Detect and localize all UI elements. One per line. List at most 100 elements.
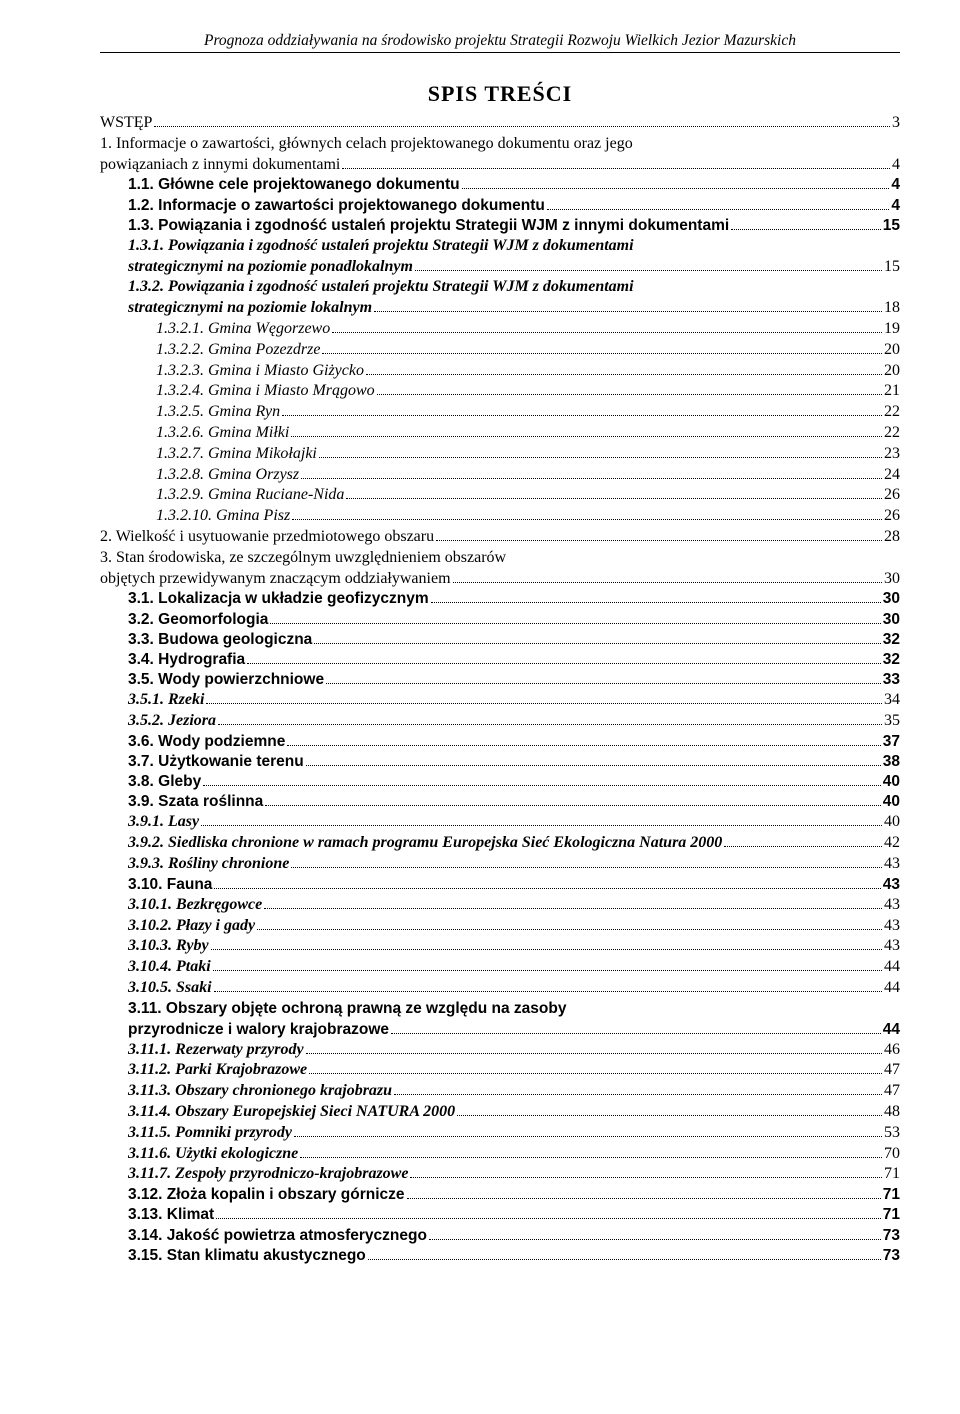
toc-label: 3.7. Użytkowanie terenu: [128, 752, 304, 772]
toc-leader: [391, 1021, 881, 1033]
toc-label: 3.10.2. Płazy i gady: [128, 916, 255, 937]
toc-entry: 3.11.3. Obszary chronionego krajobrazu47: [128, 1081, 900, 1102]
toc-label: 3.9.1. Lasy: [128, 812, 199, 833]
toc-label: 3.10.5. Ssaki: [128, 978, 212, 999]
toc-page-number: 4: [891, 175, 900, 195]
toc-label: 3.5.1. Rzeki: [128, 690, 204, 711]
toc-leader: [203, 774, 881, 786]
toc-leader: [301, 466, 882, 478]
toc-entry: 3.13. Klimat71: [128, 1205, 900, 1225]
toc-label: 1.3.2.1. Gmina Węgorzewo: [156, 319, 330, 340]
toc-entry: WSTĘP3: [100, 113, 900, 134]
toc-entry: 3.14. Jakość powietrza atmosferycznego73: [128, 1226, 900, 1246]
toc-page-number: 70: [884, 1144, 900, 1165]
toc-label: 1.3.2.5. Gmina Ryn: [156, 402, 280, 423]
toc-leader: [309, 1062, 882, 1074]
toc-leader: [291, 856, 882, 868]
toc-entry: 3.7. Użytkowanie terenu 38: [128, 752, 900, 772]
toc-page-number: 20: [884, 340, 900, 361]
toc-entry: 1.3. Powiązania i zgodność ustaleń proje…: [128, 216, 900, 236]
toc-label: 1.3.2. Powiązania i zgodność ustaleń pro…: [128, 278, 634, 295]
toc-page-number: 47: [884, 1081, 900, 1102]
toc-label: 3.4. Hydrografia: [128, 650, 245, 670]
toc-leader: [292, 508, 882, 520]
toc-leader: [214, 980, 882, 992]
toc-entry: 3. Stan środowiska, ze szczególnym uwzgl…: [100, 548, 900, 590]
toc-entry: 1.3.2.7. Gmina Mikołajki23: [156, 444, 900, 465]
toc-page-number: 47: [884, 1060, 900, 1081]
toc-page-number: 30: [883, 589, 900, 609]
toc-leader: [429, 1227, 881, 1239]
toc-page-number: 53: [884, 1123, 900, 1144]
toc-page-number: 38: [883, 752, 900, 772]
toc-page-number: 21: [884, 381, 900, 402]
toc-leader: [366, 362, 882, 374]
toc-page-number: 30: [883, 610, 900, 630]
toc-leader: [326, 672, 881, 684]
toc-entry: 3.2. Geomorfologia30: [128, 610, 900, 630]
running-header: Prognoza oddziaływania na środowisko pro…: [100, 32, 900, 53]
toc-page-number: 73: [883, 1226, 900, 1246]
toc-leader: [201, 814, 882, 826]
toc-entry: 1.3.2.10. Gmina Pisz26: [156, 506, 900, 527]
toc-leader: [407, 1187, 881, 1199]
toc-leader: [314, 631, 880, 643]
toc-leader: [206, 692, 882, 704]
toc-label: 1.3.2.4. Gmina i Miasto Mrągowo: [156, 381, 375, 402]
toc-page-number: 35: [884, 711, 900, 732]
toc-label: 3.11.5. Pomniki przyrody: [128, 1123, 292, 1144]
toc-entry: 1.3.2.5. Gmina Ryn 22: [156, 402, 900, 423]
toc-page-number: 32: [883, 630, 900, 650]
toc-leader: [415, 258, 882, 270]
toc-page-number: 22: [884, 402, 900, 423]
toc-leader: [453, 570, 882, 582]
toc-entry: 3.1. Lokalizacja w układzie geofizycznym…: [128, 589, 900, 609]
toc-entry: 3.11.1. Rezerwaty przyrody46: [128, 1040, 900, 1061]
toc-page-number: 46: [884, 1040, 900, 1061]
toc-title: SPIS TREŚCI: [100, 81, 900, 107]
toc-leader: [287, 733, 880, 745]
toc-leader: [368, 1247, 881, 1259]
toc-entry: 3.9. Szata roślinna40: [128, 792, 900, 812]
toc-leader: [213, 959, 882, 971]
toc-leader: [410, 1166, 882, 1178]
toc-entry: 3.5.1. Rzeki34: [128, 690, 900, 711]
toc-leader: [374, 300, 882, 312]
toc-entry: 3.11. Obszary objęte ochroną prawną ze w…: [128, 999, 900, 1040]
toc-label: 2. Wielkość i usytuowanie przedmiotowego…: [100, 527, 434, 548]
toc-leader: [265, 794, 881, 806]
toc-page-number: 22: [884, 423, 900, 444]
toc-label: 3.13. Klimat: [128, 1205, 214, 1225]
toc-label: 3.5. Wody powierzchniowe: [128, 670, 324, 690]
toc-label: 3.10. Fauna: [128, 875, 212, 895]
toc-leader: [731, 217, 881, 229]
document-page: Prognoza oddziaływania na środowisko pro…: [0, 0, 960, 1306]
toc-label: WSTĘP: [100, 113, 152, 134]
toc-leader: [322, 342, 882, 354]
toc-page-number: 33: [883, 670, 900, 690]
toc-label: 3.11.4. Obszary Europejskiej Sieci NATUR…: [128, 1102, 455, 1123]
toc-label: 3.9.3. Rośliny chronione: [128, 854, 289, 875]
toc-label: 1.3.2.7. Gmina Mikołajki: [156, 444, 317, 465]
toc-page-number: 71: [884, 1164, 900, 1185]
toc-page-number: 20: [884, 361, 900, 382]
toc-entry: 1.3.2. Powiązania i zgodność ustaleń pro…: [128, 277, 900, 319]
toc-page-number: 15: [884, 257, 900, 278]
toc-page-number: 4: [891, 196, 900, 216]
toc-entry: 1.2. Informacje o zawartości projektowan…: [128, 196, 900, 216]
toc-page-number: 43: [884, 936, 900, 957]
toc-leader: [724, 835, 882, 847]
toc-entry: 1.3.2.4. Gmina i Miasto Mrągowo 21: [156, 381, 900, 402]
toc-entry: 1.1. Główne cele projektowanego dokument…: [128, 175, 900, 195]
toc-leader: [282, 404, 882, 416]
toc-label: 3.10.4. Ptaki: [128, 957, 211, 978]
toc-label: 3.1. Lokalizacja w układzie geofizycznym: [128, 589, 429, 609]
toc-page-number: 40: [883, 772, 900, 792]
toc-page-number: 44: [884, 957, 900, 978]
toc-entry: 1.3.2.9. Gmina Ruciane-Nida26: [156, 485, 900, 506]
toc-entry: 3.8. Gleby40: [128, 772, 900, 792]
toc-entry: 3.12. Złoża kopalin i obszary górnicze71: [128, 1185, 900, 1205]
toc-page-number: 73: [883, 1246, 900, 1266]
toc-page-number: 26: [884, 485, 900, 506]
toc-leader: [257, 917, 882, 929]
